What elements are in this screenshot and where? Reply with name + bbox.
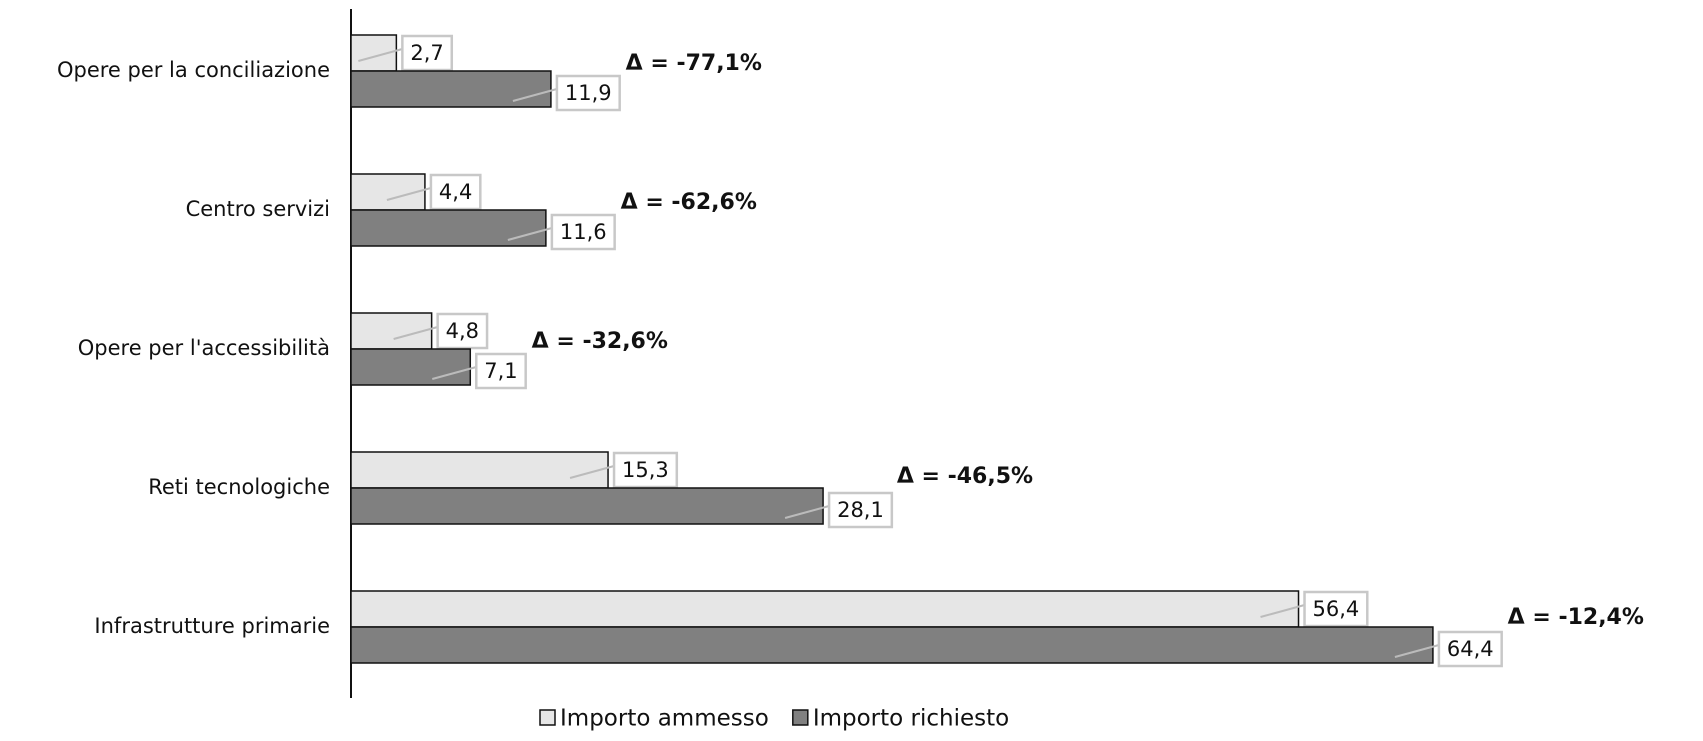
annotation: Δ = -77,1% — [626, 51, 762, 76]
value-label-box — [429, 173, 482, 211]
legend-label: Importo richiesto — [813, 706, 1009, 732]
value-label: 11,6 — [560, 220, 607, 244]
legend-swatch — [539, 709, 556, 726]
leader-line — [386, 187, 432, 201]
y-tick-label: Infrastrutture primarie — [94, 614, 330, 638]
value-label: 4,8 — [446, 319, 479, 343]
annotation: Δ = -46,5% — [897, 464, 1033, 489]
leader-line — [512, 88, 558, 102]
value-label-box — [1437, 630, 1503, 668]
value-label-box — [827, 491, 894, 529]
leader-line — [358, 48, 403, 62]
leader-line — [1260, 604, 1305, 618]
annotation: Δ = -32,6% — [532, 329, 668, 354]
value-label: 11,9 — [565, 81, 612, 105]
legend-swatch — [792, 709, 809, 726]
value-label-box — [436, 312, 489, 350]
value-label-box — [555, 74, 621, 112]
legend-label: Importo ammesso — [560, 706, 769, 732]
value-label-box — [401, 34, 454, 72]
bar — [350, 590, 1300, 628]
leader-line — [393, 326, 438, 340]
annotation: Δ = -12,4% — [1508, 605, 1644, 630]
bar — [350, 348, 472, 386]
value-label: 7,1 — [484, 359, 517, 383]
leader-line — [507, 227, 553, 241]
bar — [350, 312, 433, 350]
leader-line — [432, 366, 477, 380]
y-tick-label: Opere per la conciliazione — [57, 58, 330, 82]
y-tick-label: Centro servizi — [186, 197, 330, 221]
annotation: Δ = -62,6% — [621, 190, 757, 215]
value-label: 2,7 — [410, 41, 443, 65]
value-label-box — [1303, 590, 1369, 628]
value-label-box — [612, 451, 679, 489]
value-label: 56,4 — [1313, 597, 1360, 621]
value-label-box — [475, 352, 527, 390]
y-tick-label: Reti tecnologiche — [148, 475, 330, 499]
bar — [350, 487, 824, 525]
bar — [350, 70, 552, 108]
bar — [350, 209, 547, 247]
bar — [350, 451, 609, 489]
leader-line — [1394, 644, 1440, 658]
value-label: 64,4 — [1447, 637, 1494, 661]
y-tick-label: Opere per l'accessibilità — [78, 336, 330, 360]
bar — [350, 626, 1434, 664]
value-label: 15,3 — [622, 458, 669, 482]
value-label: 4,4 — [439, 180, 472, 204]
leader-line — [569, 465, 615, 479]
value-label-box — [550, 213, 616, 251]
value-label: 28,1 — [837, 498, 884, 522]
leader-line — [784, 505, 830, 519]
